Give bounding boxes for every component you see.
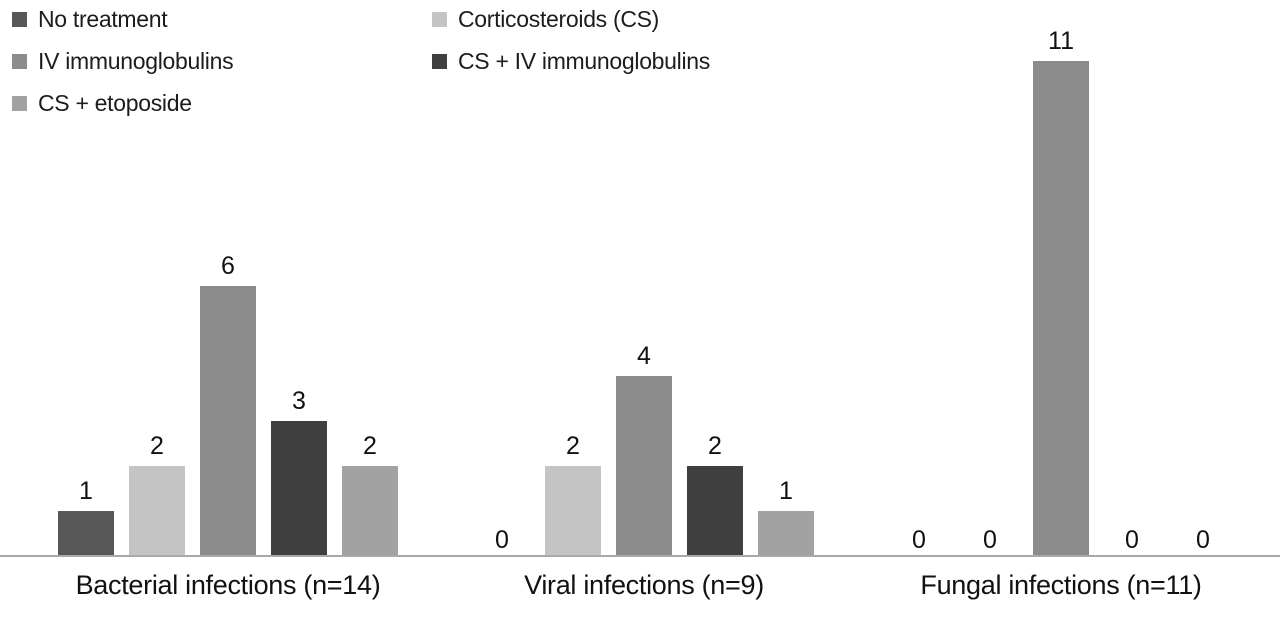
- bar-slot: 2: [129, 434, 185, 556]
- legend-swatch-icon: [12, 96, 27, 111]
- legend: No treatment Corticosteroids (CS) IV immun…: [12, 6, 852, 117]
- legend-swatch-icon: [432, 54, 447, 69]
- bar-group-0: 1 2 6 3 2: [58, 254, 398, 556]
- bar-value-label: 11: [1048, 27, 1074, 55]
- bar: [58, 511, 114, 556]
- legend-label: Corticosteroids (CS): [458, 6, 660, 32]
- x-axis-baseline: [0, 555, 1280, 557]
- bar: [687, 466, 743, 556]
- bar-value-label: 3: [292, 387, 306, 415]
- legend-item-0: No treatment: [12, 6, 432, 33]
- bar-value-label: 1: [79, 477, 93, 505]
- bar-value-label: 2: [150, 432, 164, 460]
- bar-group-1: 0 2 4 2 1: [474, 344, 814, 556]
- bar: [758, 511, 814, 556]
- bar-slot: 4: [616, 344, 672, 556]
- category-label-2: Fungal infections (n=11): [920, 570, 1202, 600]
- legend-item-2: IV immunoglobulins: [12, 48, 432, 75]
- bar-slot: 2: [342, 434, 398, 556]
- bar-value-label: 0: [912, 526, 926, 554]
- bar-slot: 0: [474, 528, 530, 556]
- bar-slot: 0: [891, 528, 947, 556]
- bar-slot: 0: [1104, 528, 1160, 556]
- bar-value-label: 4: [637, 342, 651, 370]
- bar-slot: 2: [545, 434, 601, 556]
- bar-value-label: 6: [221, 252, 235, 280]
- bar: [342, 466, 398, 556]
- bar-slot: 0: [1175, 528, 1231, 556]
- bar: [545, 466, 601, 556]
- bar-value-label: 0: [1125, 526, 1139, 554]
- legend-swatch-icon: [12, 54, 27, 69]
- bar: [271, 421, 327, 556]
- bar-value-label: 0: [983, 526, 997, 554]
- legend-item-3: CS + IV immunoglobulins: [432, 48, 852, 75]
- bar-slot: 2: [687, 434, 743, 556]
- bar-value-label: 2: [708, 432, 722, 460]
- legend-item-1: Corticosteroids (CS): [432, 6, 852, 33]
- bar-slot: 1: [758, 479, 814, 556]
- bar-value-label: 1: [779, 477, 793, 505]
- bar-slot: 0: [962, 528, 1018, 556]
- plot-area: 1 2 6 3 2 0 2 4 2 1 0 0 11 0 0: [58, 29, 1231, 556]
- bar-value-label: 2: [566, 432, 580, 460]
- bar-slot: 11: [1033, 29, 1089, 556]
- legend-item-4: CS + etoposide: [12, 90, 432, 117]
- bar: [200, 286, 256, 556]
- bar: [1033, 61, 1089, 556]
- bar-value-label: 2: [363, 432, 377, 460]
- bar: [616, 376, 672, 556]
- category-label-1: Viral infections (n=9): [524, 570, 764, 600]
- legend-label: IV immunoglobulins: [38, 48, 234, 74]
- legend-swatch-icon: [12, 12, 27, 27]
- legend-label: No treatment: [38, 6, 168, 32]
- bar: [129, 466, 185, 556]
- bar-value-label: 0: [1196, 526, 1210, 554]
- category-label-0: Bacterial infections (n=14): [75, 570, 381, 600]
- legend-swatch-icon: [432, 12, 447, 27]
- bar-slot: 3: [271, 389, 327, 556]
- bar-slot: 6: [200, 254, 256, 556]
- bar-slot: 1: [58, 479, 114, 556]
- legend-label: CS + etoposide: [38, 90, 192, 116]
- legend-label: CS + IV immunoglobulins: [458, 48, 710, 74]
- bar-value-label: 0: [495, 526, 509, 554]
- bar-group-2: 0 0 11 0 0: [891, 29, 1231, 556]
